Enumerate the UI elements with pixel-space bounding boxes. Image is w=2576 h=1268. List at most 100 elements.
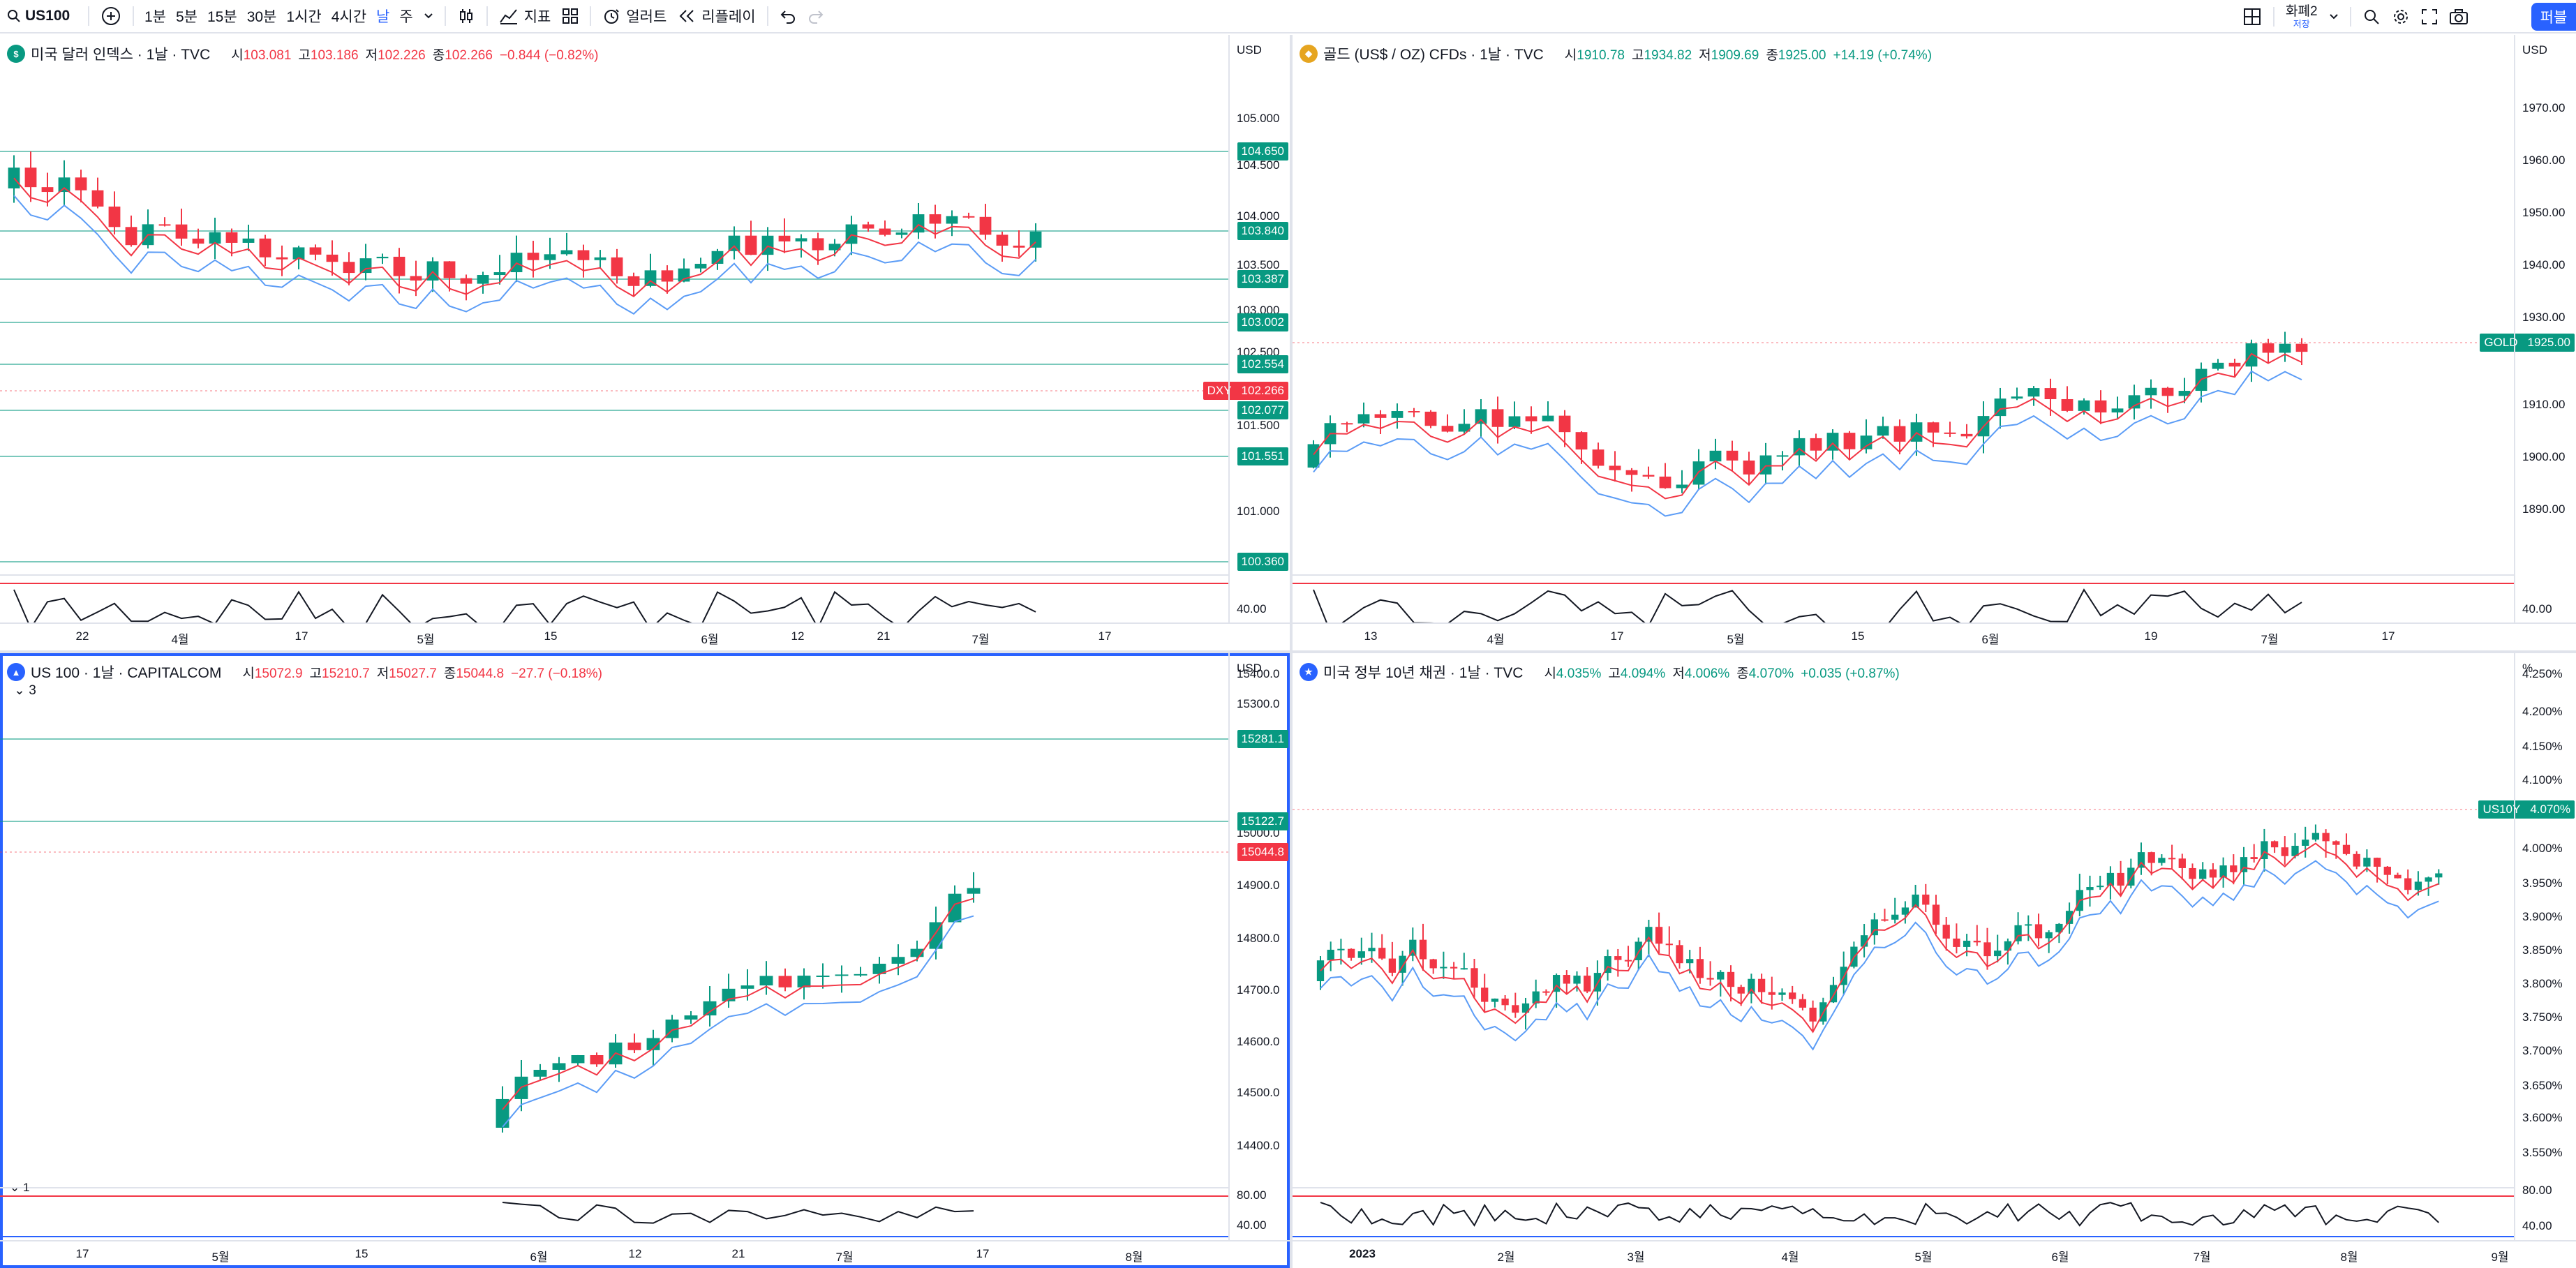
price-axis-label: 4.000%	[2522, 842, 2563, 855]
price-tag: 102.554	[1237, 355, 1288, 373]
time-axis-border	[0, 622, 1290, 624]
price-axis-label: 14400.0	[1237, 1139, 1280, 1152]
candle	[1789, 985, 1796, 1004]
price-plot[interactable]	[1293, 35, 2514, 622]
series-title: 골드 (US$ / OZ) CFDs · 1날 · TVC	[1323, 47, 1544, 63]
undo-button[interactable]	[774, 0, 802, 33]
interval-button-4[interactable]: 1시간	[281, 0, 326, 33]
chart-type-button[interactable]	[452, 0, 481, 33]
settings-button[interactable]	[2386, 0, 2415, 33]
candle	[1676, 470, 1688, 493]
candle	[2078, 398, 2090, 415]
interval-button-5[interactable]: 4시간	[327, 0, 371, 33]
candle	[75, 170, 87, 203]
redo-button[interactable]	[802, 0, 830, 33]
price-tag: 102.077	[1237, 401, 1288, 419]
currency-label[interactable]: USD	[2514, 43, 2570, 57]
candle	[158, 217, 171, 227]
snapshot-button[interactable]	[2443, 0, 2474, 33]
ohlc-c-value: 1925.00	[1778, 47, 1826, 63]
candle	[1357, 937, 1365, 965]
camera-icon	[2449, 8, 2469, 25]
time-axis-label: 15	[544, 629, 558, 643]
candle	[2061, 386, 2074, 412]
candle	[2281, 836, 2288, 865]
interval-button-3[interactable]: 30분	[242, 0, 282, 33]
interval-button-1[interactable]: 5분	[171, 0, 202, 33]
indicators-collapse-toggle[interactable]: ⌄ 3	[14, 683, 36, 699]
ohlc-h-value: 103.186	[310, 47, 359, 63]
time-axis-label: 13	[1364, 629, 1378, 643]
time-axis-label: 6월	[530, 1251, 548, 1264]
ohlc-c-value: 102.266	[445, 47, 493, 63]
price-axis-border	[2514, 35, 2515, 622]
interval-button-7[interactable]: 주	[394, 0, 417, 33]
price-axis-label: 1890.00	[2522, 502, 2566, 516]
interval-button-6[interactable]: 날	[371, 0, 394, 33]
replay-button[interactable]: 리플레이	[672, 0, 761, 33]
candle	[967, 872, 981, 903]
currency-label[interactable]: USD	[1228, 43, 1284, 57]
currency-label[interactable]: %	[2514, 662, 2570, 676]
price-axis-border	[2514, 653, 2515, 1240]
chart-pane-dxy[interactable]: $ 미국 달러 인덱스 · 1날 · TVC 시103.081 고103.186 저10…	[0, 35, 1290, 650]
candle	[2425, 877, 2432, 896]
quick-search-button[interactable]	[2357, 0, 2386, 33]
ohlc-l-value: 102.226	[378, 47, 426, 63]
candle	[728, 226, 740, 260]
candle	[1501, 995, 1509, 1010]
candle	[125, 215, 137, 247]
ohlc-c-label: 종	[1766, 47, 1778, 63]
candle	[2250, 844, 2258, 863]
alert-button[interactable]: 얼러트	[597, 0, 672, 33]
interval-dropdown-button[interactable]	[418, 0, 439, 33]
layout-select-button[interactable]	[2237, 0, 2268, 33]
layout-menu-button[interactable]	[2323, 0, 2344, 33]
publish-button[interactable]: 퍼블	[2531, 3, 2576, 31]
chart-pane-us10y[interactable]: ★ 미국 정부 10년 채권 · 1날 · TVC 시4.035% 고4.094% 저4…	[1293, 653, 2576, 1268]
interval-label: 5분	[176, 9, 198, 25]
chart-pane-gold[interactable]: ◆ 골드 (US$ / OZ) CFDs · 1날 · TVC 시1910.78 고1…	[1293, 35, 2576, 650]
candle	[661, 265, 673, 294]
tag-symbol: US10Y	[2482, 803, 2521, 816]
redo-icon	[807, 8, 824, 24]
layout-grid-icon	[2242, 7, 2262, 27]
price-tag: 103.002	[1237, 313, 1288, 331]
templates-button[interactable]	[556, 0, 584, 33]
compare-symbol-button[interactable]	[95, 0, 127, 33]
price-axis-label: 3.950%	[2522, 877, 2563, 890]
candle	[1341, 422, 1353, 433]
ohlc-c-label: 종	[1736, 666, 1749, 681]
chart-legend: ★ 미국 정부 10년 채권 · 1날 · TVC 시4.035% 고4.094% 저4…	[1300, 662, 1900, 683]
oscillator-count[interactable]: ⌄ 1	[10, 1181, 29, 1195]
price-axis-label: 101.500	[1237, 419, 1280, 432]
candle	[2076, 874, 2083, 917]
moving-average-line	[1313, 352, 2302, 500]
tag-value: 15044.8	[1241, 845, 1284, 858]
indicators-button[interactable]: 지표	[493, 0, 557, 33]
candle	[24, 151, 37, 202]
candle	[2302, 826, 2309, 858]
ohlc-c-label: 종	[432, 47, 445, 63]
candle	[359, 244, 372, 281]
price-plot[interactable]	[0, 35, 1228, 622]
replay-label: 리플레이	[701, 9, 756, 25]
candle	[1460, 953, 1468, 970]
layout-name-button[interactable]: 화폐2 저장	[2280, 0, 2323, 33]
pane-divider-horizontal[interactable]	[0, 650, 2576, 653]
currency-label[interactable]: USD	[1228, 662, 1284, 676]
chart-pane-us100[interactable]: ▲ US 100 · 1날 · CAPITALCOM 시15072.9 고15210.…	[0, 653, 1290, 1268]
price-axis-label: 1970.00	[2522, 101, 2566, 114]
candle	[979, 204, 992, 240]
chevron-down-icon: ⌄	[14, 683, 29, 698]
fullscreen-button[interactable]	[2415, 0, 2443, 33]
price-tag: 15044.8	[1237, 843, 1288, 861]
candle	[1809, 1000, 1817, 1031]
ohlc-h-value: 4.094%	[1620, 666, 1666, 681]
interval-button-0[interactable]: 1분	[140, 0, 171, 33]
top-toolbar: US100 1분 5분 15분 30분 1시간 4시간 날 주 지표 얼러트 리플레이	[0, 0, 2576, 33]
price-plot[interactable]	[0, 653, 1228, 1240]
interval-button-2[interactable]: 15분	[202, 0, 242, 33]
symbol-search[interactable]: US100	[0, 0, 82, 33]
price-plot[interactable]	[1293, 653, 2514, 1240]
